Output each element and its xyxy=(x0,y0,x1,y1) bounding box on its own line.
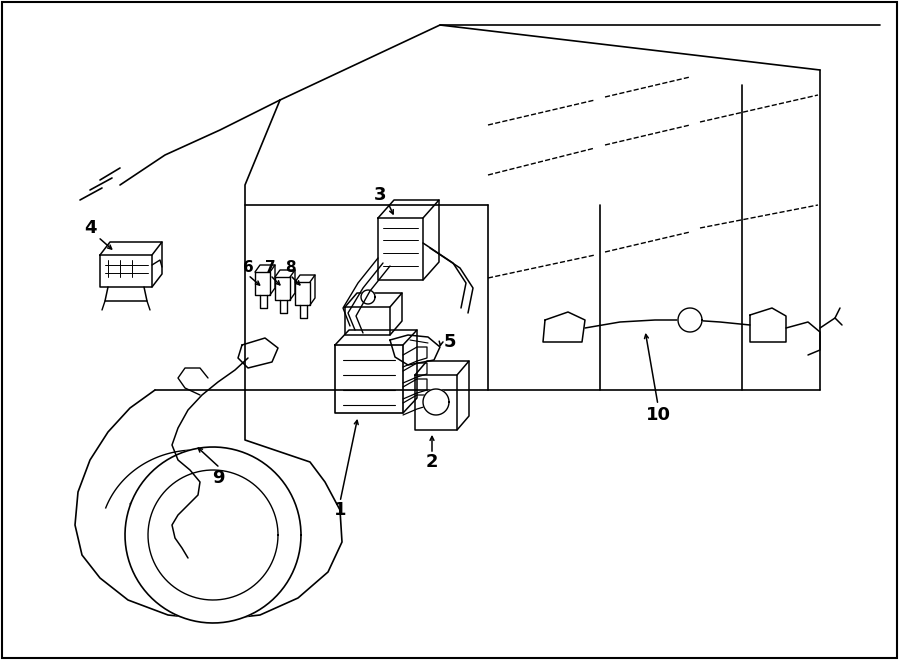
Text: 2: 2 xyxy=(426,453,438,471)
Polygon shape xyxy=(423,389,449,415)
Polygon shape xyxy=(678,308,702,332)
Polygon shape xyxy=(148,470,278,600)
Polygon shape xyxy=(361,290,375,304)
Text: 8: 8 xyxy=(284,260,295,276)
Text: 3: 3 xyxy=(374,186,386,204)
Text: 5: 5 xyxy=(444,333,456,351)
Text: 10: 10 xyxy=(645,406,670,424)
Text: 1: 1 xyxy=(334,501,346,519)
Polygon shape xyxy=(125,447,301,623)
Text: 6: 6 xyxy=(243,260,254,276)
Text: 7: 7 xyxy=(265,260,275,276)
Text: 9: 9 xyxy=(212,469,224,487)
Text: 4: 4 xyxy=(84,219,96,237)
